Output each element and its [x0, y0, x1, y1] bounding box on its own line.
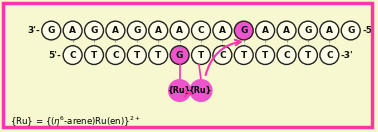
Text: 5'-: 5'-	[48, 51, 61, 60]
Text: C: C	[112, 51, 119, 60]
Text: {Ru}: {Ru}	[168, 86, 191, 95]
Text: G: G	[304, 26, 311, 35]
Circle shape	[213, 21, 232, 40]
Circle shape	[170, 21, 189, 40]
Text: T: T	[91, 51, 97, 60]
Circle shape	[213, 46, 232, 64]
Circle shape	[42, 21, 61, 40]
Text: -5': -5'	[362, 26, 375, 35]
Text: G: G	[240, 26, 248, 35]
Circle shape	[170, 46, 189, 64]
Circle shape	[127, 46, 146, 64]
Circle shape	[190, 80, 212, 101]
Text: A: A	[262, 26, 269, 35]
Circle shape	[234, 21, 253, 40]
Text: A: A	[326, 26, 333, 35]
Text: T: T	[241, 51, 247, 60]
Text: -3': -3'	[341, 51, 353, 60]
Text: A: A	[219, 26, 226, 35]
Circle shape	[234, 46, 253, 64]
Circle shape	[169, 80, 191, 101]
Circle shape	[277, 21, 296, 40]
Text: A: A	[155, 26, 162, 35]
Text: T: T	[155, 51, 161, 60]
Circle shape	[63, 21, 82, 40]
Circle shape	[192, 46, 211, 64]
Circle shape	[341, 21, 360, 40]
Text: G: G	[176, 51, 183, 60]
Text: C: C	[69, 51, 76, 60]
Circle shape	[320, 46, 339, 64]
Circle shape	[192, 21, 211, 40]
Circle shape	[299, 21, 318, 40]
Circle shape	[85, 21, 104, 40]
Text: T: T	[262, 51, 268, 60]
Text: T: T	[198, 51, 204, 60]
Text: T: T	[305, 51, 311, 60]
Circle shape	[299, 46, 318, 64]
Text: G: G	[347, 26, 355, 35]
Circle shape	[149, 21, 168, 40]
Text: C: C	[198, 26, 204, 35]
Circle shape	[149, 46, 168, 64]
Text: 3'-: 3'-	[27, 26, 40, 35]
Circle shape	[85, 46, 104, 64]
Text: T: T	[134, 51, 140, 60]
Text: {Ru} = {($\eta$$^6$-arene)Ru(en)}$^{2+}$: {Ru} = {($\eta$$^6$-arene)Ru(en)}$^{2+}$	[10, 114, 141, 129]
Circle shape	[127, 21, 146, 40]
Text: A: A	[69, 26, 76, 35]
Text: A: A	[176, 26, 183, 35]
Circle shape	[277, 46, 296, 64]
Text: G: G	[48, 26, 55, 35]
Circle shape	[63, 46, 82, 64]
Circle shape	[320, 21, 339, 40]
Text: C: C	[283, 51, 290, 60]
Text: A: A	[283, 26, 290, 35]
Text: G: G	[133, 26, 141, 35]
Text: C: C	[326, 51, 333, 60]
Text: {Ru}: {Ru}	[189, 86, 213, 95]
Circle shape	[106, 46, 125, 64]
Text: A: A	[112, 26, 119, 35]
Text: G: G	[90, 26, 98, 35]
Circle shape	[256, 21, 274, 40]
Circle shape	[106, 21, 125, 40]
Text: C: C	[219, 51, 226, 60]
Circle shape	[256, 46, 274, 64]
